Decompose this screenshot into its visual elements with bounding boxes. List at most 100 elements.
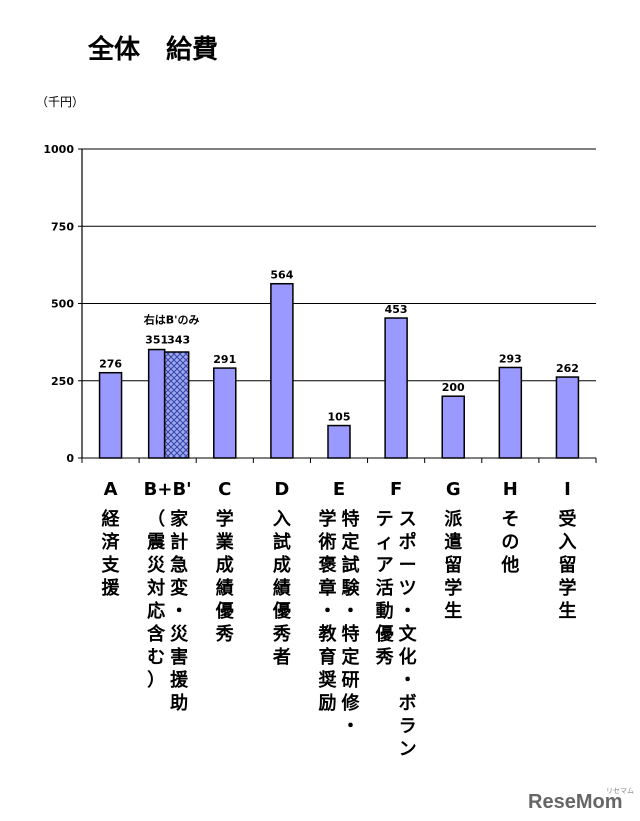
category-char: ボ xyxy=(399,693,417,714)
bar-G xyxy=(441,395,465,459)
category-char: 遣 xyxy=(444,531,462,553)
category-char: 修 xyxy=(341,692,361,714)
category-char: 化 xyxy=(399,646,417,668)
category-char: 績 xyxy=(273,577,291,599)
category-char: 災 xyxy=(147,555,166,576)
category-char: ・ xyxy=(170,601,188,622)
category-char: 試 xyxy=(273,531,291,553)
category-char: 特 xyxy=(342,508,360,530)
data-label-B+B'-total: 351 xyxy=(145,334,168,347)
category-char: ア xyxy=(376,555,394,576)
category-char: 者 xyxy=(272,647,291,668)
category-char: 成 xyxy=(273,554,291,576)
category-char: 計 xyxy=(170,531,188,553)
category-char: 助 xyxy=(170,692,188,714)
category-char: 成 xyxy=(216,554,234,576)
category-char: 生 xyxy=(444,600,462,622)
category-char: 褒 xyxy=(318,554,338,576)
watermark-small: リセマム xyxy=(606,787,634,795)
category-char: 済 xyxy=(102,531,121,553)
category-char: 学 xyxy=(444,577,462,599)
category-char: 変 xyxy=(170,577,188,599)
category-code-A: A xyxy=(104,479,118,500)
y-tick-label-1000: 1000 xyxy=(43,143,74,156)
category-char: 留 xyxy=(558,554,576,576)
category-char: 活 xyxy=(376,577,394,599)
category-char: 優 xyxy=(375,623,395,645)
category-char: 優 xyxy=(272,600,292,622)
watermark-logo: ReseMom xyxy=(528,791,622,813)
category-char: 入 xyxy=(558,532,576,553)
category-code-H: H xyxy=(503,479,518,500)
category-char: 他 xyxy=(500,554,519,576)
category-char: 震 xyxy=(147,532,166,553)
category-char: 含 xyxy=(147,623,166,645)
category-char: ・ xyxy=(319,601,337,622)
category-char: 経 xyxy=(102,508,121,530)
bar-note: 右はB'のみ xyxy=(143,313,200,327)
category-char: 業 xyxy=(215,531,235,553)
category-char: 文 xyxy=(399,623,418,645)
category-char: 秀 xyxy=(215,624,234,645)
chart-title: 全体 給費 xyxy=(87,34,218,65)
category-char: ラ xyxy=(399,716,417,737)
data-label-F: 453 xyxy=(385,303,408,316)
category-char: 研 xyxy=(342,670,360,691)
category-char: ・ xyxy=(399,670,417,691)
category-char: ツ xyxy=(399,578,417,599)
category-code-G: G xyxy=(446,479,461,500)
category-char: 受 xyxy=(558,508,576,530)
category-char: 害 xyxy=(170,646,188,668)
category-char: テ xyxy=(376,509,394,530)
category-char: 支 xyxy=(101,554,121,576)
category-char: 動 xyxy=(376,600,394,622)
data-label-D: 564 xyxy=(270,269,293,282)
category-code-C: C xyxy=(218,479,231,500)
category-char: ） xyxy=(147,670,165,691)
category-char: （ xyxy=(147,509,165,530)
category-code-B+B': B+B' xyxy=(144,479,192,500)
category-char: 優 xyxy=(215,600,235,622)
category-char: 応 xyxy=(147,600,165,622)
category-char: 生 xyxy=(558,600,576,622)
category-char: 秀 xyxy=(375,647,394,668)
bar-I xyxy=(555,376,580,459)
category-char: 対 xyxy=(146,577,165,599)
category-char: ン xyxy=(399,739,417,760)
bar-C xyxy=(213,367,237,459)
category-char: 災 xyxy=(170,624,189,645)
bar-D xyxy=(270,282,294,459)
unit-label: （千円） xyxy=(36,95,84,109)
category-labels: A経済支援B+B'家計急変・災害援助（震災対応含む）C学業成績優秀D入試成績優秀… xyxy=(101,479,577,760)
category-char: 援 xyxy=(102,577,121,599)
category-code-F: F xyxy=(390,479,402,500)
category-char: ス xyxy=(399,509,417,530)
bar-E xyxy=(327,424,351,459)
category-char: 学 xyxy=(558,577,576,599)
category-char: の xyxy=(501,532,519,553)
category-char: 験 xyxy=(342,577,361,599)
category-char: ・ xyxy=(342,716,360,737)
y-tick-label-750: 750 xyxy=(51,220,74,233)
bar-H xyxy=(498,366,523,459)
data-label-G: 200 xyxy=(442,381,465,394)
data-label-I: 262 xyxy=(556,362,579,375)
category-char: 奨 xyxy=(319,669,338,691)
category-char: 急 xyxy=(170,554,188,576)
category-char: 秀 xyxy=(272,624,291,645)
category-char: 育 xyxy=(319,646,337,668)
y-tick-label-500: 500 xyxy=(51,298,74,311)
category-code-I: I xyxy=(564,479,571,500)
category-char: ・ xyxy=(342,601,360,622)
category-char: 定 xyxy=(342,531,360,553)
y-tick-labels: 0 250 500 750 1000 xyxy=(43,143,74,465)
category-char: 入 xyxy=(273,509,291,530)
data-label-A: 276 xyxy=(99,358,122,371)
